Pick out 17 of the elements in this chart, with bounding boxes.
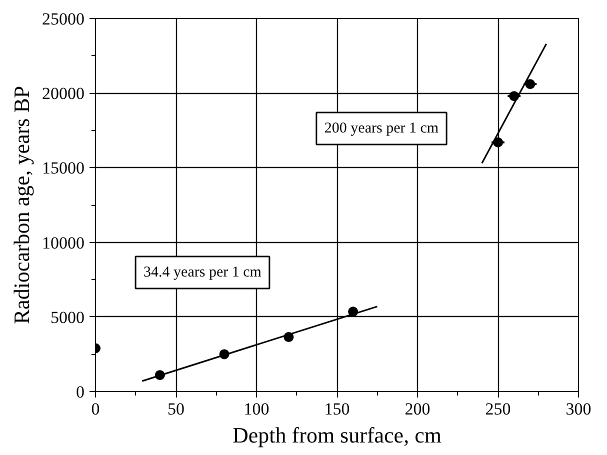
x-tick-label: 300 [566, 400, 592, 418]
annotation: 200 years per 1 cm [324, 120, 439, 136]
y-tick-label: 15000 [42, 158, 84, 178]
annotation: 34.4 years per 1 cm [144, 264, 262, 280]
y-tick-label: 0 [76, 382, 84, 402]
x-tick-label: 50 [168, 400, 184, 418]
x-tick-label: 0 [91, 400, 100, 418]
x-tick-label: 250 [485, 400, 511, 418]
y-tick-label: 20000 [42, 84, 84, 104]
x-tick-label: 200 [404, 400, 430, 418]
x-tick-label: 100 [244, 400, 270, 418]
y-axis-title: Radiocarbon age, years BP [9, 86, 34, 324]
y-tick-label: 25000 [42, 10, 84, 28]
x-tick-label: 150 [324, 400, 350, 418]
y-tick-label: 10000 [42, 233, 84, 252]
x-axis-title: Depth from surface, cm [232, 422, 442, 448]
y-tick-label: 5000 [50, 308, 84, 327]
